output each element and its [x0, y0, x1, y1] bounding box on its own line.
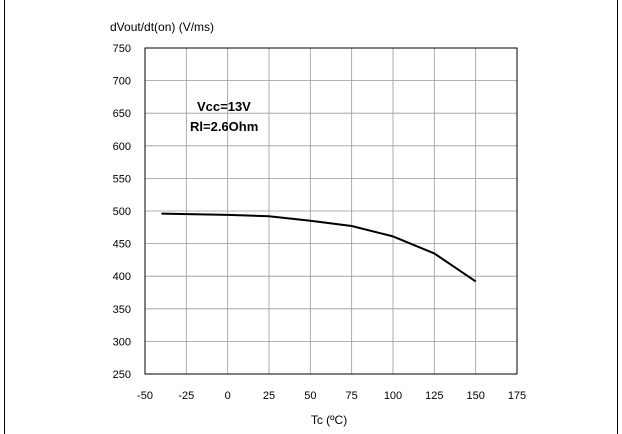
y-tick-label: 700 — [113, 76, 131, 88]
annotation-vcc: Vcc=13V — [197, 99, 251, 114]
x-tick-label: 100 — [384, 390, 402, 402]
x-tick-label: 0 — [225, 390, 231, 402]
x-tick-label: 175 — [508, 390, 526, 402]
x-tick-label: -25 — [178, 390, 194, 402]
x-axis-label: Tc (ºC) — [311, 413, 347, 427]
grid — [144, 47, 518, 375]
y-tick-label: 600 — [113, 141, 131, 153]
y-tick-label: 550 — [113, 173, 131, 185]
y-tick-label: 450 — [113, 239, 131, 251]
tick-labels: -50 -25 0 25 50 75 100 125 150 175 250 300 350 400 450… — [113, 43, 527, 402]
left-border — [4, 0, 5, 434]
y-tick-label: 500 — [113, 206, 131, 218]
x-tick-label: 125 — [425, 390, 443, 402]
y-tick-label: 650 — [113, 108, 131, 120]
x-tick-label: 50 — [304, 390, 316, 402]
series-group — [161, 212, 477, 283]
x-tick-label: 25 — [263, 390, 275, 402]
annotation-rl: Rl=2.6Ohm — [190, 119, 258, 134]
y-axis-label: dVout/dt(on) (V/ms) — [110, 20, 214, 34]
x-tick-label: 75 — [346, 390, 358, 402]
x-tick-label: -50 — [137, 390, 153, 402]
y-tick-label: 750 — [113, 43, 131, 55]
y-tick-label: 250 — [113, 369, 131, 381]
right-border — [617, 0, 618, 434]
x-tick-label: 150 — [466, 390, 484, 402]
y-tick-label: 400 — [113, 271, 131, 283]
plot-frame — [144, 47, 518, 375]
series-line — [161, 212, 477, 283]
y-tick-label: 350 — [113, 304, 131, 316]
y-tick-label: 300 — [113, 336, 131, 348]
